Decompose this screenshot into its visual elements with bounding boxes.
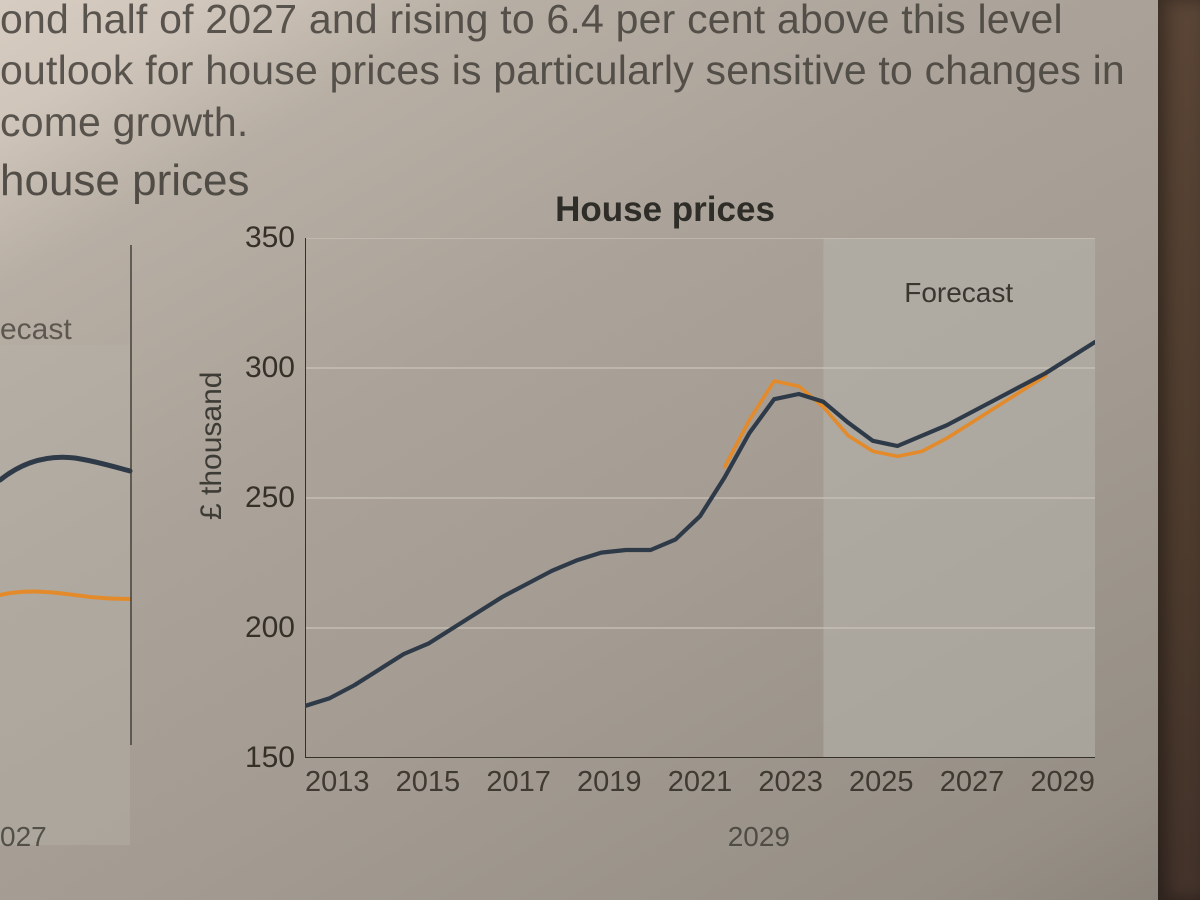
- y-tick: 350: [245, 221, 295, 255]
- x-tick: 2029: [1030, 766, 1095, 799]
- x-tick-labels: 2013 2015 2017 2019 2021 2023 2025 2027 2029: [305, 766, 1095, 799]
- x-tick: 2019: [577, 766, 642, 799]
- x-tick: 2013: [305, 766, 370, 799]
- y-tick: 200: [245, 611, 295, 645]
- x-tick: 2017: [486, 766, 551, 799]
- left-chart-dark-line: [0, 345, 135, 845]
- x-tick: 2023: [758, 766, 823, 799]
- body-line-1: ond half of 2027 and rising to 6.4 per c…: [0, 0, 1063, 42]
- left-chart-axis: [130, 245, 132, 745]
- body-line-3: come growth.: [0, 97, 1140, 148]
- x-tick: 2015: [396, 766, 461, 799]
- y-tick: 250: [245, 481, 295, 515]
- y-tick: 150: [245, 741, 295, 775]
- y-axis-label: £ thousand: [195, 372, 229, 520]
- y-tick: 300: [245, 351, 295, 385]
- x-tick: 2021: [668, 766, 733, 799]
- forecast-label: Forecast: [904, 277, 1013, 309]
- y-tick-labels: 150200250300350: [235, 238, 295, 758]
- plot-area: Forecast: [305, 238, 1095, 758]
- chart-title: House prices: [205, 190, 1125, 230]
- house-prices-chart: House prices £ thousand 150200250300350 …: [205, 190, 1125, 850]
- x-tick: 2025: [849, 766, 914, 799]
- body-line-2: outlook for house prices is particularly…: [0, 45, 1140, 96]
- x-tick: 2027: [940, 766, 1005, 799]
- body-text-fragment: ond half of 2027 and rising to 6.4 per c…: [0, 0, 1140, 148]
- table-edge: [1158, 0, 1200, 900]
- document-page: ond half of 2027 and rising to 6.4 per c…: [0, 0, 1200, 900]
- forecast-label-fragment: ecast: [0, 313, 72, 347]
- left-chart-fragment: ecast 027 2029: [0, 245, 135, 835]
